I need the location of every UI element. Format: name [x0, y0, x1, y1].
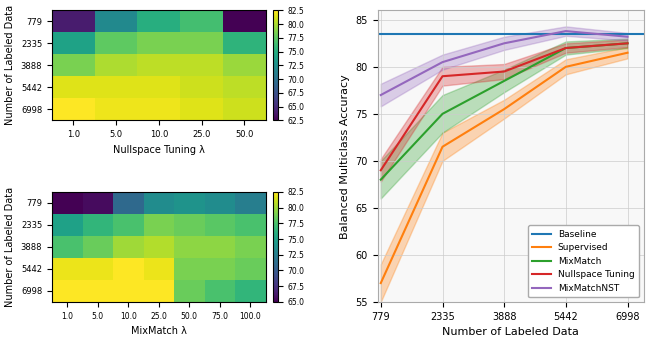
Line: Supervised: Supervised	[381, 53, 627, 283]
MixMatch	[377, 178, 385, 182]
MixMatch	[623, 41, 631, 45]
Supervised	[562, 65, 569, 69]
X-axis label: Number of Labeled Data: Number of Labeled Data	[442, 327, 579, 337]
MixMatchNST	[500, 41, 508, 45]
MixMatch	[439, 112, 447, 116]
Nullspace Tuning	[439, 74, 447, 78]
Legend: Baseline, Supervised, MixMatch, Nullspace Tuning, MixMatchNST: Baseline, Supervised, MixMatch, Nullspac…	[528, 225, 639, 297]
Supervised	[623, 51, 631, 55]
Nullspace Tuning	[562, 46, 569, 50]
Y-axis label: Number of Labeled Data: Number of Labeled Data	[5, 187, 15, 307]
MixMatchNST	[562, 29, 569, 33]
MixMatch	[500, 79, 508, 83]
X-axis label: MixMatch λ: MixMatch λ	[131, 326, 187, 336]
Y-axis label: Number of Labeled Data: Number of Labeled Data	[5, 5, 15, 126]
MixMatchNST	[377, 93, 385, 97]
X-axis label: Nullspace Tuning λ: Nullspace Tuning λ	[113, 145, 205, 155]
Nullspace Tuning	[623, 41, 631, 45]
MixMatch	[562, 46, 569, 50]
MixMatchNST	[623, 35, 631, 39]
Line: MixMatch: MixMatch	[381, 43, 627, 180]
Baseline	[346, 32, 354, 36]
Supervised	[439, 145, 447, 149]
Nullspace Tuning	[377, 168, 385, 172]
Line: MixMatchNST: MixMatchNST	[381, 31, 627, 95]
MixMatchNST	[439, 60, 447, 64]
Baseline	[346, 32, 354, 36]
Supervised	[377, 281, 385, 285]
Nullspace Tuning	[500, 69, 508, 74]
Supervised	[500, 107, 508, 111]
Line: Nullspace Tuning: Nullspace Tuning	[381, 43, 627, 170]
Y-axis label: Balanced Multiclass Accuracy: Balanced Multiclass Accuracy	[340, 74, 350, 238]
